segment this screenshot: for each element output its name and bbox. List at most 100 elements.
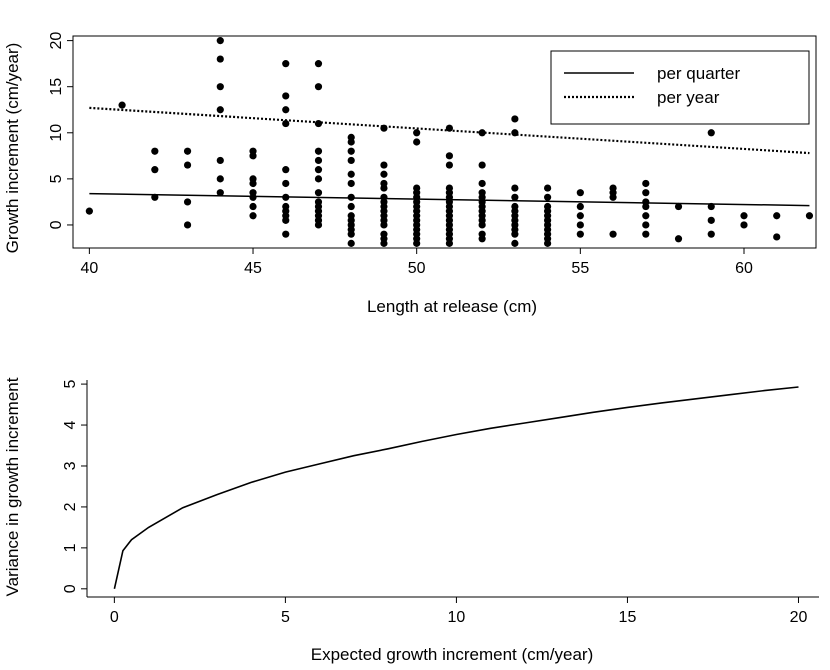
legend-box xyxy=(550,50,810,125)
scatter-point xyxy=(314,147,323,155)
scatter-point xyxy=(380,221,388,229)
scatter-point xyxy=(347,170,355,178)
scatter-point xyxy=(347,147,355,155)
scatter-point xyxy=(347,230,355,238)
scatter-point xyxy=(347,239,355,247)
x-tick-label: 5 xyxy=(281,609,290,626)
legend: per quarter per year xyxy=(550,50,810,125)
scatter-point xyxy=(544,193,552,201)
scatter-point xyxy=(347,138,355,146)
y-tick-label: 4 xyxy=(62,420,79,429)
scatter-point xyxy=(576,230,584,238)
scatter-point xyxy=(216,189,224,197)
scatter-point xyxy=(576,189,584,197)
scatter-point xyxy=(445,239,454,247)
scatter-point xyxy=(85,207,93,215)
scatter-point xyxy=(314,156,323,165)
scatter-point xyxy=(216,106,224,114)
scatter-x-axis-title: Length at release (cm) xyxy=(367,297,537,316)
scatter-point xyxy=(805,212,814,220)
scatter-point xyxy=(151,193,159,201)
scatter-point xyxy=(249,212,257,220)
scatter-point xyxy=(282,106,290,114)
variance-plot-area xyxy=(113,386,799,589)
scatter-point xyxy=(445,152,454,160)
scatter-point xyxy=(478,221,486,229)
x-tick-label: 55 xyxy=(571,260,589,277)
variance-y-axis: 0 1 2 3 4 5 xyxy=(62,380,87,593)
scatter-point xyxy=(740,221,748,229)
scatter-point xyxy=(314,83,323,91)
scatter-point xyxy=(478,179,486,188)
y-tick-label: 5 xyxy=(62,380,79,389)
scatter-point xyxy=(249,193,257,201)
scatter-point xyxy=(642,230,650,238)
scatter-point xyxy=(216,175,224,183)
scatter-point xyxy=(314,60,323,68)
y-tick-label: 0 xyxy=(48,220,65,229)
scatter-point xyxy=(380,124,388,132)
scatter-point xyxy=(282,193,290,201)
y-tick-label: 1 xyxy=(62,543,79,552)
scatter-point xyxy=(478,129,486,137)
scatter-point xyxy=(183,161,192,169)
scatter-point xyxy=(216,55,224,63)
scatter-point xyxy=(642,189,650,197)
scatter-point xyxy=(740,212,748,220)
scatter-point xyxy=(249,179,257,188)
scatter-point xyxy=(576,202,584,211)
scatter-point xyxy=(183,198,192,206)
y-tick-label: 5 xyxy=(48,174,65,183)
scatter-point xyxy=(216,156,224,165)
scatter-point xyxy=(413,138,421,146)
scatter-point xyxy=(314,119,323,128)
legend-label-per-quarter: per quarter xyxy=(657,64,740,83)
scatter-point xyxy=(314,166,323,174)
scatter-point xyxy=(511,184,519,192)
variance-y-axis-title: Variance in growth increment xyxy=(3,377,22,596)
scatter-point xyxy=(282,119,290,128)
x-tick-label: 50 xyxy=(408,260,426,277)
scatter-point xyxy=(773,233,781,241)
scatter-point xyxy=(314,175,323,183)
x-tick-label: 0 xyxy=(110,609,119,626)
x-tick-label: 40 xyxy=(80,260,98,277)
scatter-plot-area xyxy=(85,37,814,247)
scatter-point xyxy=(478,235,486,243)
scatter-point xyxy=(282,92,290,100)
scatter-point xyxy=(445,161,454,169)
scatter-point xyxy=(282,60,290,68)
scatter-point xyxy=(314,221,323,229)
scatter-x-axis: 40 45 50 55 60 xyxy=(80,248,753,277)
scatter-point xyxy=(347,202,355,211)
scatter-point xyxy=(576,221,584,229)
scatter-point xyxy=(282,216,290,224)
x-tick-label: 45 xyxy=(244,260,262,277)
y-tick-label: 0 xyxy=(62,584,79,593)
scatter-y-axis-title: Growth increment (cm/year) xyxy=(3,43,22,254)
scatter-panel: 40 45 50 55 60 0 5 10 15 20 Length at release (c… xyxy=(3,32,817,316)
scatter-point xyxy=(642,179,650,188)
scatter-point xyxy=(380,170,388,178)
scatter-point xyxy=(511,230,519,238)
y-tick-label: 2 xyxy=(62,502,79,511)
scatter-point xyxy=(707,202,715,211)
scatter-point xyxy=(511,115,519,123)
scatter-point xyxy=(347,193,355,201)
scatter-point xyxy=(282,166,290,174)
scatter-point xyxy=(249,202,257,211)
scatter-point xyxy=(183,147,192,155)
scatter-point xyxy=(609,193,617,201)
scatter-point xyxy=(707,129,715,137)
scatter-point xyxy=(773,212,781,220)
scatter-plot-frame xyxy=(72,35,817,249)
x-tick-label: 60 xyxy=(735,260,753,277)
scatter-point xyxy=(413,239,421,247)
scatter-point xyxy=(314,189,323,197)
scatter-point xyxy=(282,230,290,238)
variance-curve xyxy=(113,386,799,589)
scatter-point xyxy=(544,184,552,192)
scatter-point xyxy=(183,221,192,229)
y-tick-label: 10 xyxy=(48,124,65,142)
